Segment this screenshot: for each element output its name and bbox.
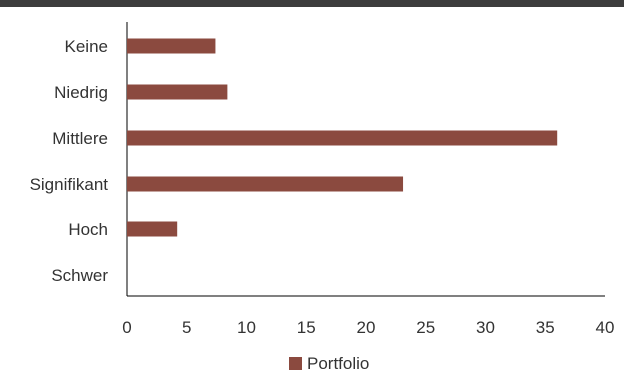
category-label: Keine <box>65 37 108 56</box>
legend-label: Portfolio <box>307 354 369 373</box>
x-tick-label: 30 <box>476 318 495 337</box>
x-tick-label: 25 <box>416 318 435 337</box>
x-tick-label: 10 <box>237 318 256 337</box>
x-tick-label: 40 <box>596 318 615 337</box>
bar-signifikant <box>127 176 404 192</box>
x-tick-label: 5 <box>182 318 191 337</box>
bar-niedrig <box>127 84 228 100</box>
x-tick-label: 15 <box>297 318 316 337</box>
bar-keine <box>127 38 216 54</box>
x-tick-label: 0 <box>122 318 131 337</box>
legend-swatch <box>289 357 302 370</box>
category-label: Niedrig <box>54 83 108 102</box>
x-tick-label: 35 <box>536 318 555 337</box>
bar-hoch <box>127 221 178 237</box>
top-rule <box>0 0 624 7</box>
category-label: Hoch <box>68 220 108 239</box>
bar-mittlere <box>127 130 558 146</box>
category-label: Signifikant <box>30 175 109 194</box>
category-label: Schwer <box>51 266 108 285</box>
x-tick-label: 20 <box>357 318 376 337</box>
category-label: Mittlere <box>52 129 108 148</box>
